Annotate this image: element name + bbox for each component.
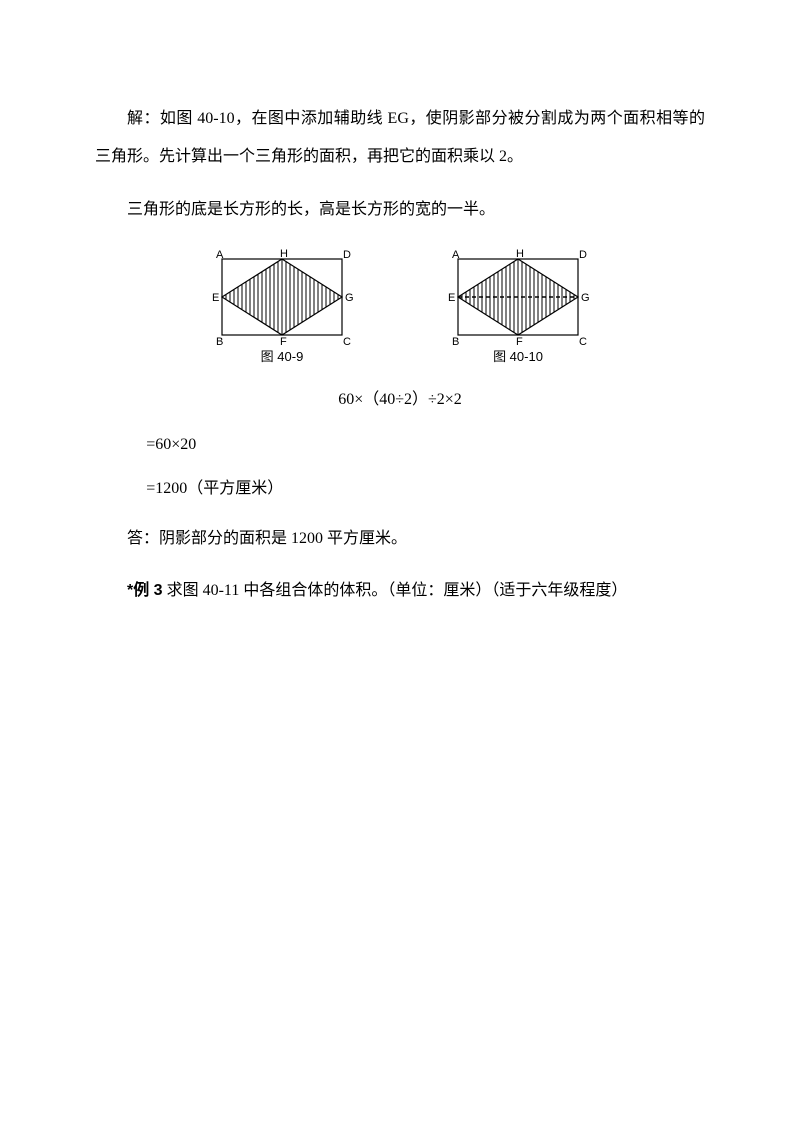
calculation-line-2: =60×20 (95, 432, 705, 458)
answer-line: 答：阴影部分的面积是 1200 平方厘米。 (95, 520, 705, 558)
label-B: B (452, 336, 459, 347)
label-F: F (280, 336, 287, 347)
label-E: E (448, 292, 455, 304)
figures-row: A H D E G B F C 图 40-9 (95, 247, 705, 365)
calculation-line-3: =1200（平方厘米） (95, 476, 705, 502)
figure-caption-2: 图 40-10 (440, 349, 596, 365)
calculation-line-1: 60×（40÷2）÷2×2 (95, 387, 705, 413)
example-3-label: *例 3 (127, 582, 163, 599)
label-H: H (516, 248, 524, 260)
label-A: A (452, 249, 460, 261)
document-page: 解：如图 40-10，在图中添加辅助线 EG，使阴影部分被分割成为两个面积相等的… (0, 0, 800, 684)
label-D: D (579, 249, 587, 261)
label-C: C (343, 336, 351, 347)
label-A: A (216, 249, 224, 261)
example-3-text: 求图 40-11 中各组合体的体积。（单位：厘米）（适于六年级程度） (163, 582, 628, 599)
label-G: G (581, 292, 590, 304)
label-C: C (579, 336, 587, 347)
figure-40-9: A H D E G B F C 图 40-9 (204, 247, 360, 365)
example-3: *例 3 求图 40-11 中各组合体的体积。（单位：厘米）（适于六年级程度） (95, 572, 705, 610)
label-F: F (516, 336, 523, 347)
label-G: G (345, 292, 354, 304)
diagram-40-9: A H D E G B F C (204, 247, 360, 347)
label-H: H (280, 248, 288, 260)
figure-40-10: A H D E G B F C 图 40-10 (440, 247, 596, 365)
label-D: D (343, 249, 351, 261)
solution-paragraph-2: 三角形的底是长方形的长，高是长方形的宽的一半。 (95, 191, 705, 229)
solution-paragraph-1: 解：如图 40-10，在图中添加辅助线 EG，使阴影部分被分割成为两个面积相等的… (95, 100, 705, 177)
label-E: E (212, 292, 219, 304)
diagram-40-10: A H D E G B F C (440, 247, 596, 347)
figure-caption-1: 图 40-9 (204, 349, 360, 365)
label-B: B (216, 336, 223, 347)
